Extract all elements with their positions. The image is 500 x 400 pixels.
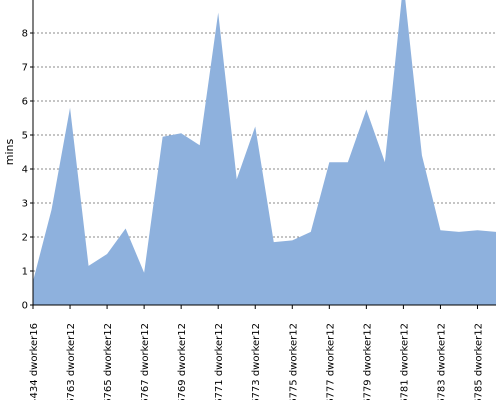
area-series <box>33 0 496 305</box>
x-tick-label: #6763 dworker12 <box>66 323 77 400</box>
x-tick-label: #6783 dworker12 <box>436 323 447 400</box>
y-tick-label: 1 <box>22 267 28 278</box>
x-tick-label: #6775 dworker12 <box>288 323 299 400</box>
axes <box>32 0 496 306</box>
x-tick-label: #6769 dworker12 <box>177 323 188 400</box>
y-tick-label: 7 <box>22 63 28 74</box>
x-tick-label: #6779 dworker12 <box>362 323 373 400</box>
y-tick-label: 2 <box>22 233 28 244</box>
y-tick-label: 4 <box>22 165 28 176</box>
y-tick-label: 6 <box>22 97 28 108</box>
x-tick-label: #4434 dworker16 <box>29 323 40 400</box>
y-axis-title: mins <box>3 138 16 165</box>
x-tick-label: #6773 dworker12 <box>251 323 262 400</box>
x-tick-label: #6765 dworker12 <box>103 323 114 400</box>
x-tick-label: #6771 dworker12 <box>214 323 225 400</box>
x-tick-label: #6785 dworker12 <box>473 323 484 400</box>
y-tick-label: 0 <box>22 301 28 312</box>
x-tick-labels: #4434 dworker16 #6763 dworker12 #6765 dwor… <box>29 305 484 400</box>
y-tick-label: 5 <box>22 131 28 142</box>
y-tick-labels: 0 1 2 3 4 5 6 7 8 <box>22 29 33 312</box>
y-tick-label: 8 <box>22 29 28 40</box>
area-series-fill <box>33 0 496 305</box>
x-tick-label: #6767 dworker12 <box>140 323 151 400</box>
x-tick-label: #6777 dworker12 <box>325 323 336 400</box>
y-tick-label: 3 <box>22 199 28 210</box>
x-tick-label: #6781 dworker12 <box>399 323 410 400</box>
